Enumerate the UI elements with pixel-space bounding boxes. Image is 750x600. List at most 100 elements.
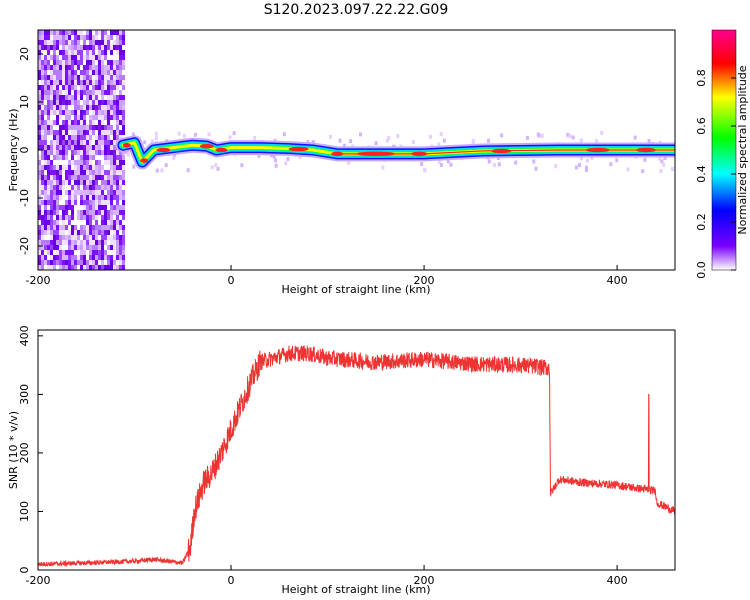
spectrogram-noise-cell [95,90,98,95]
spectrogram-noise-cell [110,265,113,270]
spectrogram-noise-cell [119,130,122,135]
spectrogram-noise-cell [59,90,62,95]
spectrogram-noise-cell [110,125,113,130]
spectrogram-noise-cell [50,55,53,60]
spectrogram-noise-cell [119,210,122,215]
spectrogram-noise-cell [119,120,122,125]
spectrogram-speckle [328,134,332,139]
spectrogram-noise-cell [71,155,74,160]
spectrogram-noise-cell [119,185,122,190]
spectrogram-noise-cell [119,75,122,80]
spectrogram-noise-cell [65,100,68,105]
spectrogram-noise-cell [56,195,59,200]
spectrogram-noise-cell [62,55,65,60]
spectrogram-noise-cell [80,115,83,120]
spectrogram-noise-cell [71,240,74,245]
spectrogram-noise-cell [107,200,110,205]
spectrogram-speckle [282,132,286,137]
spectrogram-speckle [471,141,475,146]
spectrogram-noise-cell [98,210,101,215]
spectrogram-noise-cell [95,170,98,175]
spectrogram-noise-cell [89,200,92,205]
spectrogram-noise-cell [86,35,89,40]
spectrogram-noise-cell [71,75,74,80]
spectrogram-noise-cell [50,45,53,50]
spectrogram-noise-cell [119,220,122,225]
spectrogram-speckle [143,140,147,145]
spectrogram-noise-cell [80,150,83,155]
spectrogram-noise-cell [71,170,74,175]
spectrogram-noise-cell [101,135,104,140]
spectrogram-noise-cell [116,50,119,55]
spectrogram-noise-cell [68,65,71,70]
spectrogram-noise-cell [86,80,89,85]
spectrogram-noise-cell [95,220,98,225]
spectrogram-noise-cell [68,180,71,185]
spectrogram-noise-cell [101,90,104,95]
spectrogram-noise-cell [110,235,113,240]
snr-y-tick-label: 100 [18,501,31,522]
spectrogram-noise-cell [38,85,41,90]
spectrogram-noise-cell [101,30,104,35]
spectrogram-noise-cell [95,215,98,220]
spectrogram-noise-cell [98,60,101,65]
spectrogram-noise-cell [65,125,68,130]
spectrogram-noise-cell [41,185,44,190]
spectrogram-noise-cell [122,100,125,105]
spectrogram-marks [38,30,675,270]
spectrogram-noise-cell [68,140,71,145]
spectrogram-noise-cell [53,190,56,195]
spectrogram-noise-cell [68,260,71,265]
spectrogram-noise-cell [41,140,44,145]
spectrogram-noise-cell [71,65,74,70]
spectrogram-noise-cell [107,70,110,75]
spectrogram-noise-cell [53,100,56,105]
spectrogram-noise-cell [41,220,44,225]
spectrogram-noise-cell [47,125,50,130]
spectrogram-noise-cell [62,260,65,265]
spectrogram-noise-cell [116,215,119,220]
spectrogram-noise-cell [89,185,92,190]
spectrogram-noise-cell [59,190,62,195]
spectrogram-noise-cell [53,60,56,65]
spectrogram-noise-cell [83,40,86,45]
spectrogram-noise-cell [41,250,44,255]
spectrogram-noise-cell [101,120,104,125]
spectrogram-speckle [306,140,310,145]
spectrogram-noise-cell [92,235,95,240]
spectrogram-noise-cell [83,210,86,215]
spectrogram-speckle [214,163,218,168]
spectrogram-noise-cell [110,70,113,75]
spectrogram-noise-cell [65,90,68,95]
spectrogram-noise-cell [62,135,65,140]
spectrogram-noise-cell [53,65,56,70]
spectrogram-noise-cell [59,150,62,155]
spectrogram-noise-cell [41,265,44,270]
spectrogram-noise-cell [122,120,125,125]
spectrogram-noise-cell [62,100,65,105]
spectrogram-noise-cell [50,85,53,90]
spectrogram-noise-cell [62,70,65,75]
spectrogram-speckle [439,162,443,167]
spectrogram-noise-cell [107,225,110,230]
spectrogram-noise-cell [110,190,113,195]
spectrogram-noise-cell [98,255,101,260]
spectrogram-peak [199,143,214,149]
spectrogram-speckle [131,132,135,137]
spectrogram-noise-cell [65,70,68,75]
spectrogram-noise-cell [95,265,98,270]
spectrogram-noise-cell [50,255,53,260]
spectrogram-noise-cell [62,130,65,135]
spectrogram-noise-cell [62,255,65,260]
spectrogram-noise-cell [77,55,80,60]
spectrogram-noise-cell [74,70,77,75]
spectrogram-noise-cell [80,105,83,110]
spectrogram-noise-cell [110,95,113,100]
spectrogram-noise-cell [116,200,119,205]
spectrogram-noise-cell [92,100,95,105]
spectrogram-noise-cell [47,115,50,120]
spectrogram-noise-cell [107,120,110,125]
spectrogram-noise-cell [47,45,50,50]
spectrogram-noise-cell [77,215,80,220]
